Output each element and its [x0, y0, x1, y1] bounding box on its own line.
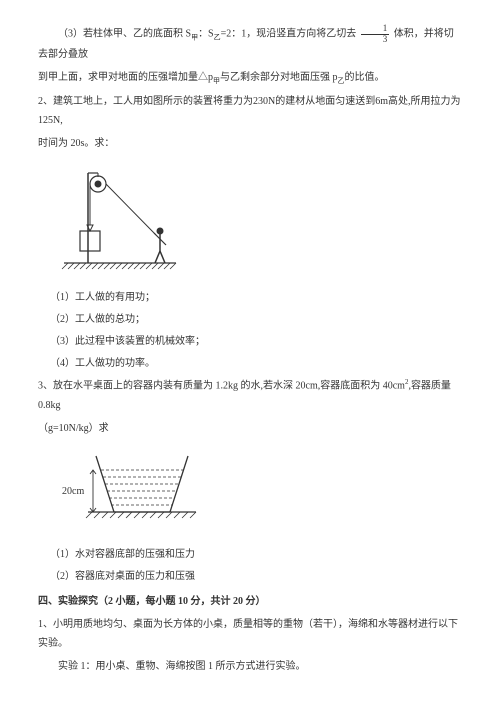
- q1-part3-line2: 到甲上面，求甲对地面的压强增加量△p甲与乙剩余部分对地面压强 p乙的比值。: [38, 68, 462, 88]
- figure-pulley: [60, 163, 462, 280]
- text: （3）若柱体甲、乙的底面积 S: [58, 29, 191, 40]
- q3-sub1: （1）水对容器底部的压强和压力: [38, 545, 462, 564]
- figure-container: 20cm: [60, 448, 462, 537]
- q4-line2: 实验 1：用小桌、重物、海绵按图 1 所示方式进行实验。: [38, 657, 462, 676]
- text: 到甲上面，求甲对地面的压强增加量△p: [38, 72, 213, 83]
- denominator: 3: [361, 35, 390, 45]
- q3-stem-line2: （g=10N/kg）求: [38, 419, 462, 438]
- container-svg: 20cm: [60, 448, 210, 530]
- q2-stem-line1: 2、建筑工地上，工人用如图所示的装置将重力为230N的建材从地面匀速送到6m高处…: [38, 92, 462, 130]
- sub-jia2: 甲: [213, 77, 220, 85]
- text: 的比值。: [345, 72, 385, 83]
- sub-yi2: 乙: [338, 77, 345, 85]
- q3-sub2: （2）容器底对桌面的压力和压强: [38, 567, 462, 586]
- text: =2：1，现沿竖直方向将乙切去: [221, 29, 359, 40]
- label-20cm: 20cm: [62, 486, 84, 497]
- fraction-one-third: 13: [361, 24, 390, 45]
- q4-line1: 1、小明用质地均匀、桌面为长方体的小桌，质量相等的重物（若干），海绵和水等器材进…: [38, 615, 462, 653]
- sub-jia: 甲: [191, 34, 198, 42]
- q1-part3-line1: （3）若柱体甲、乙的底面积 S甲：S乙=2：1，现沿竖直方向将乙切去 13 体积…: [38, 24, 462, 64]
- q3-stem-line1: 3、放在水平桌面上的容器内装有质量为 1.2kg 的水,若水深 20cm,容器底…: [38, 376, 462, 414]
- q2-sub1: （1）工人做的有用功；: [38, 288, 462, 307]
- text: 与乙剩余部分对地面压强 p: [220, 72, 338, 83]
- section4-title: 四、实验探究（2 小题，每小题 10 分，共计 20 分）: [38, 592, 462, 611]
- q2-stem-line2: 时间为 20s。求：: [38, 134, 462, 153]
- q2-sub3: （3）此过程中该装置的机械效率；: [38, 332, 462, 351]
- text: 3、放在水平桌面上的容器内装有质量为 1.2kg 的水,若水深 20cm,容器底…: [38, 381, 405, 392]
- sub-yi: 乙: [214, 34, 221, 42]
- q2-sub2: （2）工人做的总功；: [38, 310, 462, 329]
- pulley-svg: [60, 163, 180, 273]
- q2-sub4: （4）工人做功的功率。: [38, 354, 462, 373]
- text: ：S: [198, 29, 214, 40]
